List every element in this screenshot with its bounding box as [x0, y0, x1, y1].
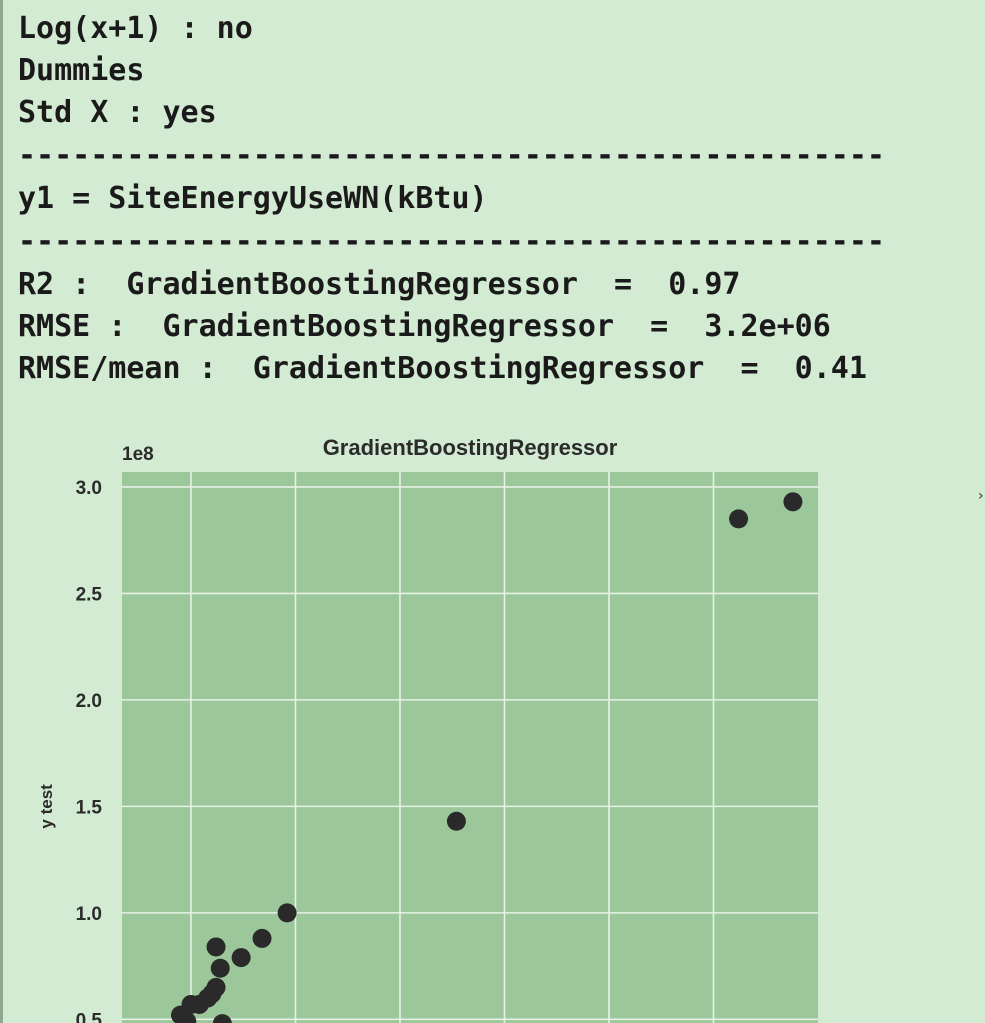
scatter-point: [277, 903, 297, 923]
y-tick-label: 1.5: [76, 797, 103, 818]
divider-line: ----------------------------------------…: [18, 224, 885, 259]
text-output: Log(x+1) : no Dummies Std X : yes ------…: [18, 8, 958, 390]
chart-svg: 3.0 2.5 2.0 1.5 1.0 0.5 1e8 GradientBoostingReg…: [37, 435, 818, 1023]
target-variable-line: y1 = SiteEnergyUseWN(kBtu): [18, 181, 488, 216]
scatter-point: [177, 1011, 197, 1023]
scatter-point: [206, 937, 226, 957]
chevron-right-icon[interactable]: ›: [978, 488, 984, 504]
y-tick-label: 2.0: [76, 691, 102, 712]
y-tick-label: 3.0: [76, 478, 102, 499]
y-tick-label: 0.5: [76, 1010, 103, 1023]
divider-line: ----------------------------------------…: [18, 138, 885, 173]
r2-score-line: R2 : GradientBoostingRegressor = 0.97: [18, 267, 741, 302]
dummies-line: Dummies: [18, 53, 145, 88]
scatter-point: [210, 958, 230, 978]
scatter-point: [231, 948, 251, 968]
y-tick-label: 2.5: [76, 584, 103, 605]
plot-area: [122, 472, 818, 1023]
scatter-point: [252, 928, 272, 948]
log-setting-line: Log(x+1) : no: [18, 11, 253, 46]
scatter-point: [212, 1014, 232, 1023]
scatter-chart: 3.0 2.5 2.0 1.5 1.0 0.5 1e8 GradientBoostingReg…: [0, 420, 985, 1023]
cell-border: [0, 0, 3, 1023]
axis-offset-label: 1e8: [122, 444, 154, 465]
chart-title: GradientBoostingRegressor: [323, 435, 618, 460]
scatter-point: [446, 811, 466, 831]
rmse-score-line: RMSE : GradientBoostingRegressor = 3.2e+…: [18, 309, 831, 344]
scatter-point: [783, 492, 803, 512]
y-axis-label: y test: [37, 784, 56, 829]
scatter-point: [729, 509, 749, 529]
y-tick-label: 1.0: [76, 904, 102, 925]
std-x-line: Std X : yes: [18, 95, 217, 130]
rmse-mean-score-line: RMSE/mean : GradientBoostingRegressor = …: [18, 351, 867, 386]
